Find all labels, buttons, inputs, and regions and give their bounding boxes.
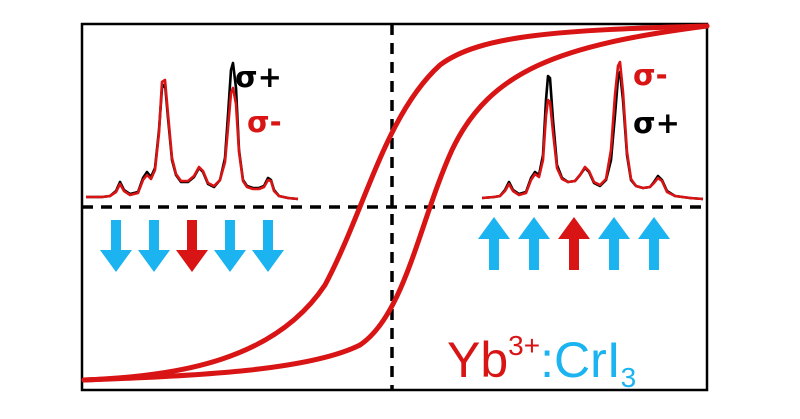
right-spectrum-sigma-minus (481, 60, 704, 201)
formula-host-subscript: 3 (621, 362, 637, 393)
spin-arrow-down-3 (176, 220, 208, 272)
spin-arrow-up-5 (638, 217, 670, 270)
left-legend-sigma-plus: σ+ (235, 60, 282, 94)
left-spectrum-sigma-minus (86, 78, 299, 201)
formula-charge: 3+ (508, 330, 540, 361)
spin-arrow-down-4 (214, 220, 246, 272)
left-spectra (86, 61, 299, 201)
hysteresis-loop (81, 23, 710, 383)
hysteresis-branch-lower (81, 23, 710, 383)
right-legend-sigma-plus: σ+ (633, 106, 680, 140)
left-spin-arrows-down (100, 220, 284, 272)
hysteresis-branch-upper (81, 23, 710, 383)
formula-separator: : (540, 332, 554, 388)
spin-arrow-down-5 (252, 220, 284, 272)
formula-element: Yb (447, 332, 508, 388)
spin-arrow-up-1 (478, 217, 510, 270)
spin-arrow-up-2 (518, 217, 550, 270)
spin-arrow-down-1 (100, 220, 132, 272)
right-spin-arrows-up (478, 217, 670, 270)
right-legend-sigma-minus: σ- (633, 58, 668, 92)
left-legend-sigma-minus: σ- (247, 105, 282, 139)
spin-arrow-up-4 (598, 217, 630, 270)
spin-arrow-up-3 (558, 217, 590, 270)
right-spectra (481, 60, 704, 201)
formula-host: CrI (554, 332, 621, 388)
material-formula: Yb3+:CrI3 (447, 330, 636, 393)
spin-arrow-down-2 (138, 220, 170, 272)
